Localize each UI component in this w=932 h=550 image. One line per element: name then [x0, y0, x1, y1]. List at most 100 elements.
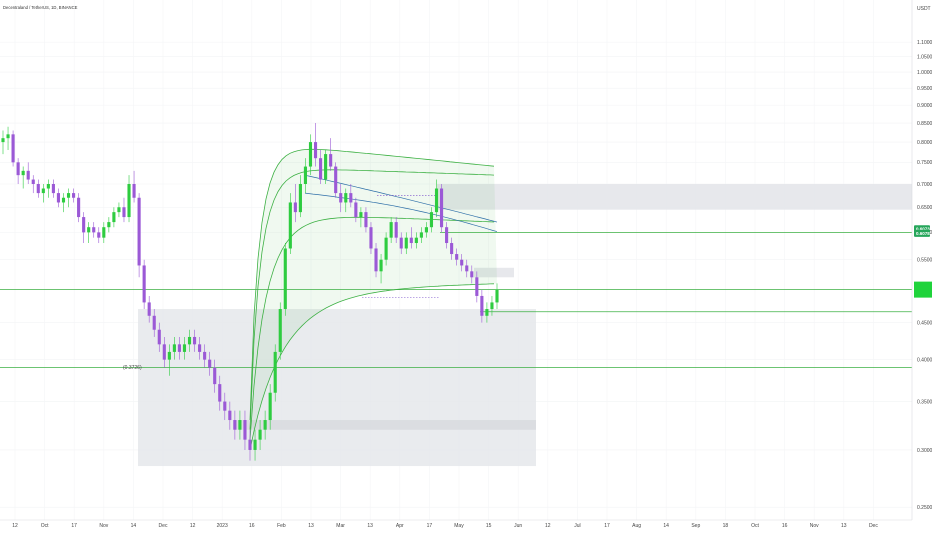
y-tick-label: 0.3500 [917, 399, 932, 405]
candle-body [82, 217, 86, 233]
x-tick-label: 13 [367, 523, 373, 529]
candle-body [319, 158, 323, 180]
candle-body [56, 193, 61, 203]
x-tick-label: May [454, 523, 464, 529]
y-tick-label: 1.0500 [917, 55, 932, 61]
candle-body [243, 420, 247, 440]
candle-body [273, 351, 277, 393]
candle-body [308, 142, 313, 167]
currency-label: USDT [917, 6, 931, 12]
candle-body [445, 227, 449, 244]
x-tick-label: 16 [249, 523, 255, 529]
candle-body [465, 265, 469, 272]
x-tick-label: Jul [574, 523, 580, 529]
candle-body [258, 429, 262, 440]
candle-body [87, 227, 91, 233]
y-tick-label: 0.2500 [917, 505, 932, 511]
x-tick-label: 17 [71, 523, 77, 529]
candle-body [369, 227, 373, 249]
candles [1, 123, 499, 461]
candle-body [429, 212, 434, 228]
candle-body [485, 309, 489, 316]
candle-body [36, 183, 40, 194]
y-tick-label: 0.7000 [917, 182, 932, 188]
candle-body [253, 439, 257, 450]
y-tick-label: 0.8000 [917, 140, 932, 146]
candle-body [208, 359, 212, 368]
candle-body [152, 315, 156, 330]
levels: (0.3726) [0, 195, 912, 371]
candle-body [404, 237, 408, 249]
candle-body [238, 420, 242, 430]
axes: 1.1000 1.0500 1.0000 0.9500 0.9000 0.8500 0.80… [0, 0, 932, 529]
y-tick-label: 0.8500 [917, 121, 932, 127]
y-tick-label: 0.9500 [917, 86, 932, 92]
candle-body [112, 212, 116, 223]
candle-body [122, 207, 126, 218]
y-tick-label: 1.1000 [917, 40, 932, 46]
x-tick-label: 12 [190, 523, 196, 529]
candle-body [278, 309, 282, 352]
candle-body [182, 344, 187, 352]
candle-body [263, 420, 267, 430]
candle-body [389, 222, 393, 238]
candle-body [107, 222, 111, 228]
x-tick-label: Mar [336, 523, 345, 529]
band-line [249, 283, 495, 451]
y-tick-label: 0.4000 [917, 357, 932, 363]
candle-body [203, 351, 207, 360]
candle-body [147, 302, 151, 316]
candle-body [379, 259, 383, 272]
zones [138, 183, 912, 467]
y-tick-label: 1.0000 [917, 70, 932, 76]
candle-body [41, 188, 45, 194]
x-tick-label: 12 [545, 523, 551, 529]
candle-body [66, 193, 71, 198]
x-tick-label: 14 [131, 523, 137, 529]
candle-body [288, 202, 292, 249]
candle-body [384, 237, 388, 260]
candle-body [460, 259, 464, 266]
x-tick-label: Aug [632, 523, 641, 529]
candle-body [470, 271, 474, 278]
candle-body [61, 197, 66, 203]
band-line [249, 148, 495, 421]
candle-body [21, 170, 25, 176]
candle-body [334, 166, 338, 194]
candle-body [293, 202, 297, 213]
candle-body [434, 188, 439, 213]
y-tick-label: 0.7500 [917, 160, 932, 166]
candle-body [162, 344, 166, 360]
candle-body [268, 392, 272, 421]
band-line [249, 169, 495, 430]
candle-body [248, 439, 252, 450]
bands [249, 148, 498, 451]
candle-body [72, 193, 76, 198]
demand-zone [138, 309, 536, 467]
inner-zone [233, 420, 536, 430]
candle-body [1, 138, 5, 143]
candle-body [495, 289, 499, 303]
candle-body [455, 254, 459, 260]
x-tick-label: Dec [869, 523, 878, 529]
candle-body [339, 193, 343, 203]
x-tick-label: 13 [841, 523, 847, 529]
x-tick-label: Nov [810, 523, 819, 529]
candle-body [490, 302, 494, 310]
x-tick-label: Oct [751, 523, 759, 529]
candle-body [46, 183, 50, 189]
x-tick-label: Nov [99, 523, 108, 529]
supply-zone [437, 183, 912, 210]
x-tick-label: 18 [723, 523, 729, 529]
y-tick-label: 0.4500 [917, 320, 932, 326]
x-tick-label: Dec [159, 523, 168, 529]
candle-body [409, 237, 413, 244]
candle-body [127, 183, 131, 218]
candle-body [11, 134, 15, 163]
x-tick-label: Feb [277, 523, 286, 529]
highlight-badge [914, 281, 932, 298]
candle-body [399, 237, 403, 249]
candle-body [349, 193, 353, 203]
